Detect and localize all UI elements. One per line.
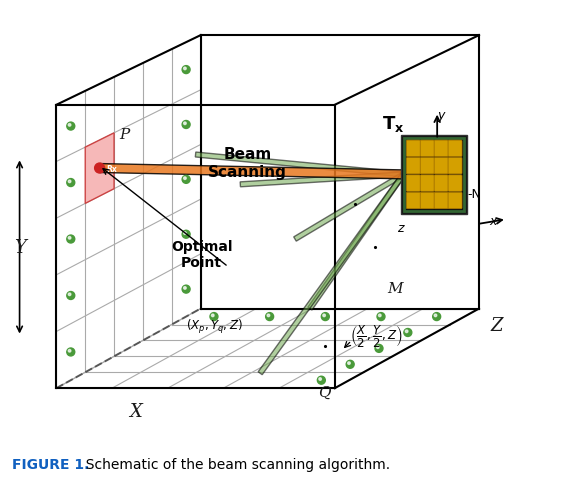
FancyBboxPatch shape: [448, 193, 462, 209]
FancyArrow shape: [240, 173, 404, 187]
FancyBboxPatch shape: [434, 141, 448, 157]
FancyBboxPatch shape: [420, 141, 434, 157]
Circle shape: [210, 313, 218, 321]
Circle shape: [346, 361, 354, 368]
Circle shape: [182, 66, 190, 75]
Circle shape: [184, 232, 186, 235]
Circle shape: [184, 123, 186, 125]
Circle shape: [182, 231, 190, 239]
Circle shape: [184, 178, 186, 180]
Circle shape: [182, 176, 190, 184]
Text: Q: Q: [318, 385, 331, 399]
Polygon shape: [401, 136, 467, 215]
Circle shape: [266, 313, 274, 321]
Circle shape: [434, 315, 437, 317]
Text: X: X: [129, 402, 142, 420]
Text: $(X_p,Y_q,Z)$: $(X_p,Y_q,Z)$: [185, 317, 242, 335]
Circle shape: [347, 362, 350, 364]
FancyBboxPatch shape: [407, 176, 420, 192]
Circle shape: [68, 237, 71, 240]
FancyBboxPatch shape: [407, 193, 420, 209]
Circle shape: [95, 164, 105, 174]
Circle shape: [377, 346, 379, 349]
Text: Y: Y: [13, 239, 26, 257]
Text: M: M: [387, 281, 403, 295]
Circle shape: [375, 345, 383, 353]
Text: Z: Z: [491, 317, 503, 335]
FancyArrow shape: [195, 153, 404, 178]
FancyArrow shape: [294, 173, 405, 242]
FancyBboxPatch shape: [420, 176, 434, 192]
Circle shape: [68, 293, 71, 296]
Circle shape: [182, 286, 190, 293]
Circle shape: [184, 287, 186, 289]
Circle shape: [317, 377, 325, 384]
Text: FIGURE 1.: FIGURE 1.: [12, 457, 89, 471]
Circle shape: [68, 124, 71, 127]
Text: -N: -N: [467, 188, 481, 201]
Circle shape: [267, 315, 270, 317]
Text: Schematic of the beam scanning algorithm.: Schematic of the beam scanning algorithm…: [77, 457, 390, 471]
FancyBboxPatch shape: [448, 158, 462, 175]
Circle shape: [377, 313, 385, 321]
Text: $\left(\dfrac{X}{2},\dfrac{Y}{2},Z\right)$: $\left(\dfrac{X}{2},\dfrac{Y}{2},Z\right…: [350, 322, 402, 348]
FancyBboxPatch shape: [434, 158, 448, 175]
Circle shape: [433, 313, 441, 321]
Circle shape: [405, 330, 408, 333]
Circle shape: [404, 329, 412, 337]
Text: Rx: Rx: [106, 164, 118, 173]
FancyBboxPatch shape: [420, 158, 434, 175]
FancyBboxPatch shape: [434, 193, 448, 209]
Circle shape: [67, 179, 75, 187]
Circle shape: [323, 315, 325, 317]
FancyBboxPatch shape: [420, 193, 434, 209]
Circle shape: [67, 123, 75, 131]
Polygon shape: [85, 134, 114, 204]
FancyBboxPatch shape: [434, 176, 448, 192]
FancyBboxPatch shape: [448, 176, 462, 192]
Circle shape: [67, 236, 75, 243]
Text: x: x: [489, 215, 496, 227]
FancyBboxPatch shape: [407, 141, 420, 157]
FancyBboxPatch shape: [448, 141, 462, 157]
FancyArrow shape: [258, 174, 405, 375]
FancyBboxPatch shape: [407, 158, 420, 175]
Circle shape: [184, 68, 186, 71]
Text: $\mathbf{T_x}$: $\mathbf{T_x}$: [383, 113, 405, 134]
Circle shape: [68, 181, 71, 183]
FancyArrow shape: [308, 174, 405, 310]
Circle shape: [378, 315, 381, 317]
Circle shape: [211, 315, 214, 317]
Circle shape: [319, 378, 321, 380]
Circle shape: [321, 313, 329, 321]
FancyArrow shape: [99, 164, 404, 180]
Circle shape: [67, 292, 75, 300]
Circle shape: [68, 350, 71, 352]
Text: Optimal
Point: Optimal Point: [171, 239, 232, 270]
Circle shape: [182, 121, 190, 129]
Text: P: P: [119, 127, 129, 141]
Text: z: z: [397, 222, 404, 235]
Text: y: y: [437, 108, 445, 121]
Text: Beam
Scanning: Beam Scanning: [208, 147, 287, 179]
Circle shape: [67, 348, 75, 356]
